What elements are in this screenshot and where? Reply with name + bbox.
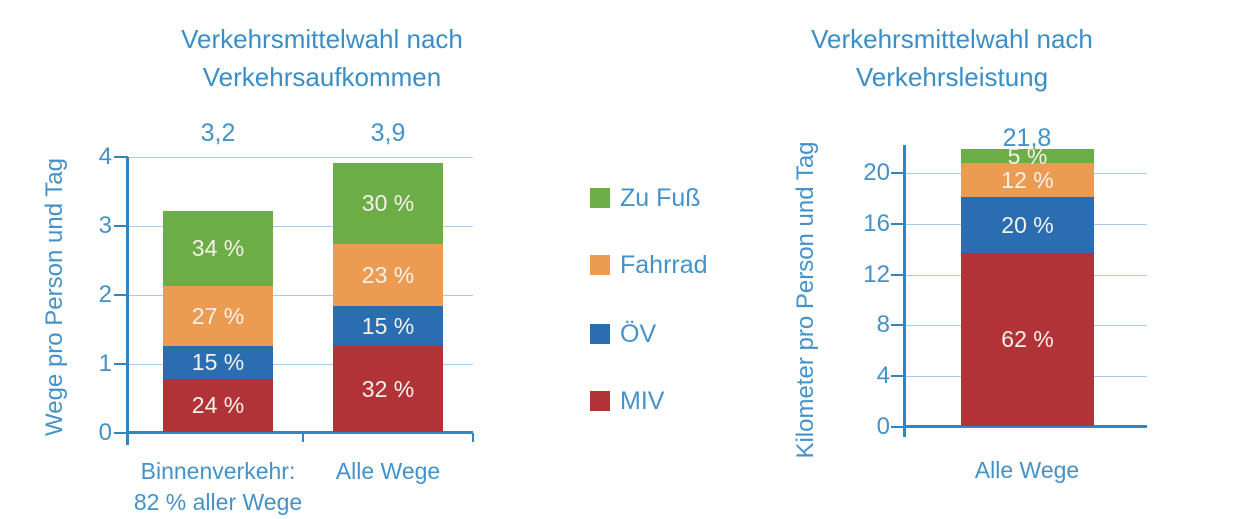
segment-percent-label: 27 %	[191, 302, 245, 329]
x-category-label-line: Binnenverkehr:	[140, 458, 296, 484]
x-axis-tick	[472, 433, 474, 442]
segment-percent-label: 15 %	[191, 349, 245, 375]
bar-segment-miv: 62 %	[961, 253, 1094, 426]
right-chart-title-line2: Verkehrsleistung	[855, 62, 1049, 92]
left-chart-title-line2: Verkehrsaufkommen	[202, 62, 442, 92]
bar-segment-v: 20 %	[961, 197, 1094, 253]
segment-percent-label: 15 %	[361, 312, 415, 339]
x-category-label: Alle Wege	[273, 456, 503, 487]
y-axis-tick	[114, 225, 128, 227]
y-tick-label: 3	[98, 212, 112, 239]
segment-percent-label: 20 %	[1001, 211, 1054, 238]
oev-swatch-icon	[590, 324, 610, 344]
y-axis-line	[903, 145, 906, 437]
segment-percent-label: 62 %	[1001, 326, 1054, 352]
bar-total-label: 3,9	[370, 119, 406, 147]
segment-percent-label: 32 %	[361, 375, 415, 402]
right-y-axis-title: Kilometer pro Person und Tag	[792, 141, 819, 459]
x-category-label: Alle Wege	[912, 455, 1142, 486]
y-axis-tick	[891, 375, 905, 377]
bar-segment-miv: 32 %	[333, 346, 443, 432]
bar-segment-zufu: 34 %	[163, 211, 273, 286]
segment-percent-label: 34 %	[191, 235, 245, 261]
miv-swatch-icon	[590, 391, 610, 411]
legend-label: Fahrrad	[620, 250, 708, 279]
segment-percent-label: 23 %	[361, 261, 415, 288]
left-chart-title-line1: Verkehrsmittelwahl nach	[181, 24, 463, 54]
bar-segment-zufu: 5 %	[961, 144, 1094, 167]
y-tick-label: 12	[863, 261, 890, 288]
left-chart-title: Verkehrsmittelwahl nach Verkehrsaufkomme…	[142, 20, 502, 96]
fahrrad-swatch-icon	[590, 255, 610, 275]
x-category-label-line: Alle Wege	[335, 458, 441, 484]
bar-segment-zufu: 30 %	[333, 163, 443, 244]
y-tick-label: 4	[876, 362, 890, 389]
legend-item-zu-fuss: Zu Fuß	[590, 184, 701, 212]
x-category-label-line: Alle Wege	[974, 457, 1080, 483]
gridline	[128, 226, 473, 227]
x-category-label-line: 82 % aller Wege	[133, 489, 303, 515]
bar-segment-fahrrad: 27 %	[163, 286, 273, 346]
y-axis-tick	[114, 156, 128, 158]
gridline	[128, 157, 473, 158]
legend-item-miv: MIV	[590, 387, 664, 415]
y-tick-label: 16	[863, 210, 890, 237]
legend-label: ÖV	[620, 319, 657, 348]
y-tick-label: 1	[98, 350, 112, 377]
y-axis-line	[126, 157, 129, 445]
y-tick-label: 4	[98, 143, 112, 170]
x-axis-tick	[302, 433, 304, 442]
bar-total-label: 3,2	[200, 119, 236, 147]
y-axis-tick	[114, 294, 128, 296]
right-chart-title-line1: Verkehrsmittelwahl nach	[811, 24, 1093, 54]
y-tick-label: 20	[863, 159, 890, 186]
y-axis-tick	[891, 223, 905, 225]
right-chart-title: Verkehrsmittelwahl nach Verkehrsleistung	[772, 20, 1132, 96]
y-tick-label: 0	[876, 413, 890, 440]
segment-percent-label: 12 %	[1001, 166, 1054, 193]
x-axis-line	[126, 431, 473, 434]
y-tick-label: 8	[876, 311, 890, 338]
bar-segment-miv: 24 %	[163, 379, 273, 432]
y-axis-tick	[891, 324, 905, 326]
y-axis-tick	[114, 363, 128, 365]
y-axis-tick	[114, 432, 128, 434]
gridline	[128, 364, 473, 365]
bar-total-label: 21,8	[1002, 124, 1052, 152]
bar-segment-v: 15 %	[333, 306, 443, 346]
y-tick-label: 0	[98, 419, 112, 446]
legend-item-fahrrad: Fahrrad	[590, 251, 708, 279]
y-axis-tick	[891, 172, 905, 174]
bar-segment-v: 15 %	[163, 346, 273, 379]
gridline	[128, 295, 473, 296]
y-tick-label: 2	[98, 281, 112, 308]
segment-percent-label: 5 %	[1007, 142, 1048, 169]
segment-percent-label: 30 %	[361, 190, 415, 216]
x-category-label: Binnenverkehr: 82 % aller Wege	[103, 456, 333, 518]
legend-label: Zu Fuß	[620, 183, 701, 212]
x-axis-line	[903, 425, 1147, 428]
legend-label: MIV	[620, 386, 665, 415]
y-axis-tick	[891, 274, 905, 276]
y-axis-tick	[891, 426, 905, 428]
segment-percent-label: 24 %	[191, 392, 245, 418]
legend-item-oev: ÖV	[590, 320, 656, 348]
bar-segment-fahrrad: 23 %	[333, 244, 443, 306]
bar-segment-fahrrad: 12 %	[961, 163, 1094, 197]
zu-fuss-swatch-icon	[590, 188, 610, 208]
